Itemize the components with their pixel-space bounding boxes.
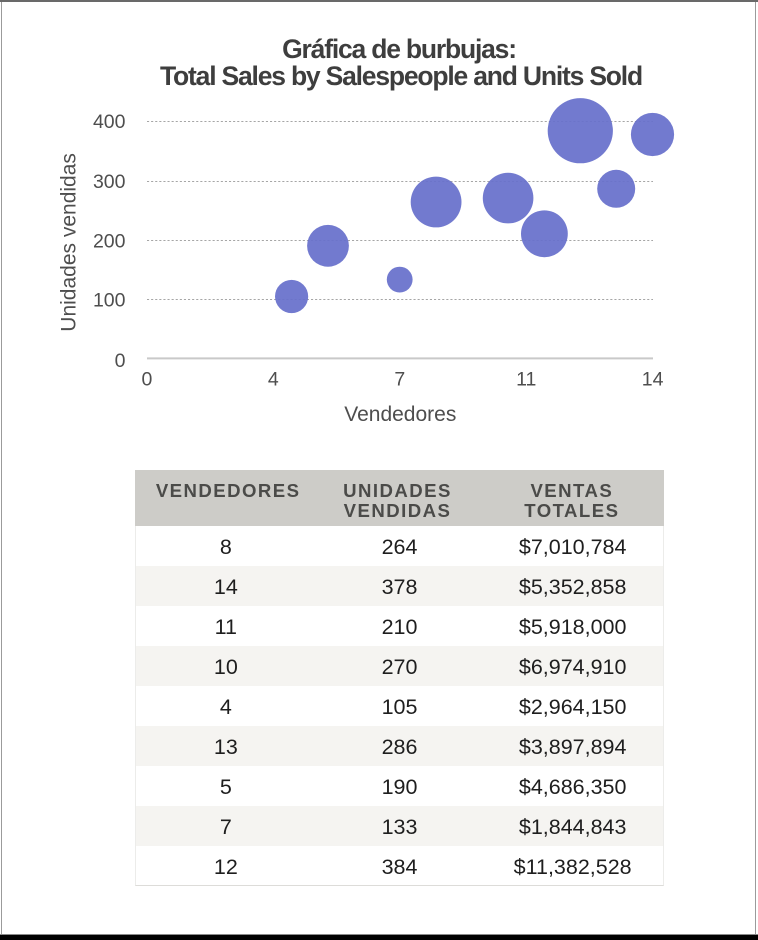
svg-text:Vendedores: Vendedores [344, 403, 456, 426]
svg-text:0: 0 [141, 369, 152, 391]
svg-text:11: 11 [516, 369, 536, 391]
svg-text:Unidades vendidas: Unidades vendidas [57, 153, 80, 332]
svg-text:14: 14 [642, 369, 664, 391]
svg-text:100: 100 [93, 289, 126, 311]
svg-text:7: 7 [394, 369, 405, 391]
svg-text:200: 200 [93, 230, 126, 252]
svg-text:4: 4 [268, 369, 279, 391]
svg-text:Gráfica de burbujas:: Gráfica de burbujas: [282, 34, 516, 64]
svg-text:300: 300 [93, 171, 126, 193]
svg-text:400: 400 [93, 111, 126, 133]
svg-text:0: 0 [115, 350, 126, 372]
svg-text:Total Sales by Salespeople and: Total Sales by Salespeople and Units Sol… [160, 61, 642, 91]
